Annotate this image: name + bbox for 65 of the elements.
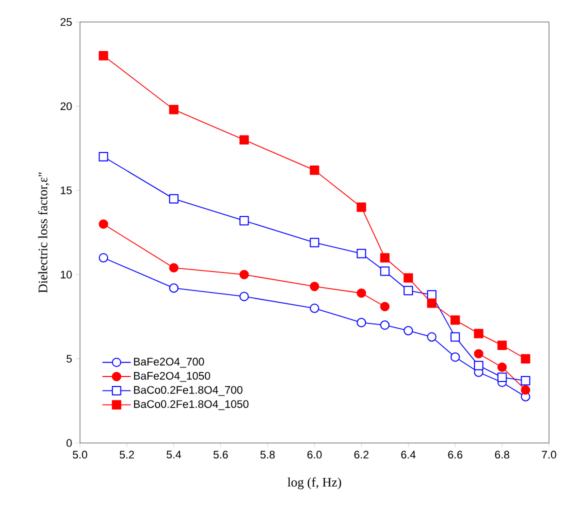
point	[98, 253, 108, 262]
point	[497, 372, 507, 382]
point	[310, 238, 320, 248]
point	[239, 292, 249, 302]
point	[169, 263, 178, 273]
x-axis-title: log (f, Hz)	[288, 477, 342, 490]
y-axis-title: Dielectric loss factor,ε"	[38, 172, 50, 293]
y-tick-label: 10	[60, 270, 72, 278]
point	[380, 253, 390, 262]
point	[98, 219, 108, 229]
point	[404, 286, 413, 296]
point	[497, 340, 507, 350]
point	[497, 362, 507, 372]
point	[450, 332, 460, 342]
y-tick-label: 5	[66, 354, 72, 363]
point	[98, 152, 108, 162]
x-tick-label: 6.2	[354, 450, 368, 459]
point	[520, 385, 530, 395]
legend-label: BaFe2O4_700	[134, 358, 204, 368]
x-tick-label: 6.8	[495, 450, 510, 459]
point	[474, 360, 484, 370]
point	[380, 266, 390, 276]
point	[239, 135, 249, 145]
point	[356, 248, 366, 258]
y-tick-label: 20	[60, 102, 72, 110]
point	[169, 104, 178, 114]
point	[520, 354, 530, 364]
point	[98, 50, 108, 60]
point	[427, 332, 436, 342]
legend-label: BaCo0.2Fe1.8O4_1050	[134, 400, 248, 410]
point	[474, 349, 484, 358]
x-tick-label: 5.4	[166, 450, 182, 458]
point	[380, 302, 390, 312]
y-tick-label: 25	[60, 18, 72, 26]
legend-label: BaFe2O4_1050	[134, 372, 210, 382]
point	[427, 290, 436, 300]
x-tick-label: 6.6	[448, 450, 462, 459]
point	[310, 282, 320, 292]
point	[310, 166, 320, 175]
x-tick-label: 7.0	[542, 450, 556, 459]
point	[404, 326, 413, 336]
x-tick-label: 6.4	[401, 450, 416, 459]
point	[310, 304, 320, 313]
x-tick-label: 5.8	[260, 450, 275, 459]
point	[356, 318, 366, 328]
x-tick-label: 5.2	[120, 450, 134, 459]
point	[239, 216, 249, 226]
legend-label: BaCo0.2Fe1.8O4_700	[134, 386, 242, 396]
point	[356, 202, 366, 212]
x-tick-label: 5.6	[214, 450, 228, 459]
point	[356, 288, 366, 298]
x-tick-label: 5.0	[72, 450, 88, 459]
point	[380, 320, 390, 330]
y-tick-label: 15	[60, 186, 72, 194]
point	[404, 273, 413, 283]
point	[169, 194, 178, 204]
point	[450, 352, 460, 362]
y-tick-label: 0	[66, 439, 72, 447]
x-tick-label: 6.0	[307, 450, 322, 459]
point	[474, 328, 484, 338]
point	[520, 376, 530, 386]
point	[169, 283, 178, 293]
point	[239, 270, 249, 280]
point	[427, 298, 436, 308]
point	[450, 315, 460, 325]
